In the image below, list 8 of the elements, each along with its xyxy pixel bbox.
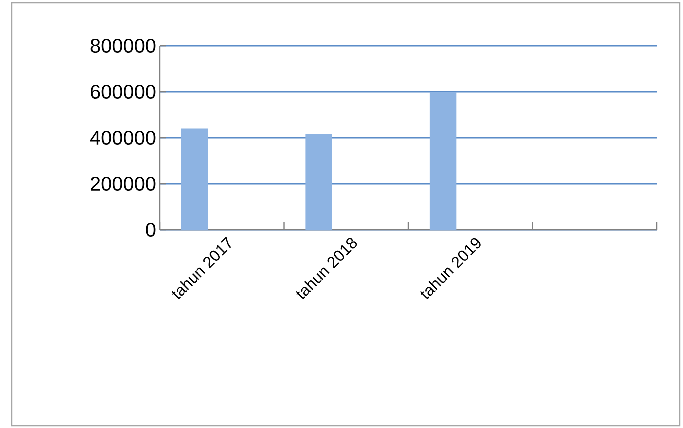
y-tick-label: 0: [146, 222, 156, 238]
y-tick-label: 600000: [91, 84, 156, 100]
y-tick-label: 200000: [90, 176, 156, 192]
y-tick-label: 400000: [90, 130, 156, 146]
bar: [306, 134, 332, 230]
bar: [430, 92, 457, 230]
y-tick-label: 800000: [90, 38, 156, 54]
bar: [181, 128, 208, 230]
